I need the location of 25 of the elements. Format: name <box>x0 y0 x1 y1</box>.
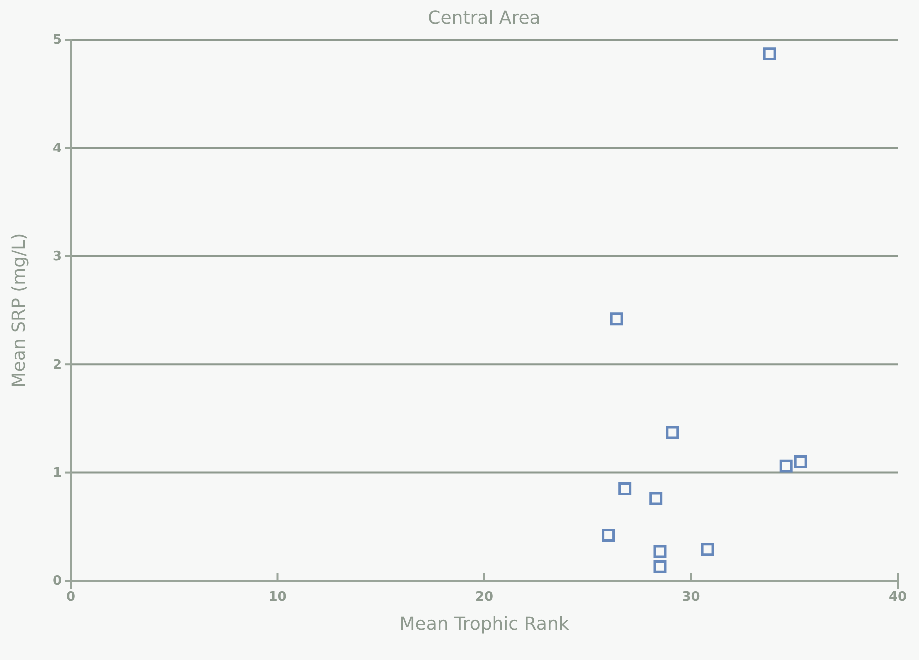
x-tick-label: 20 <box>475 590 494 606</box>
y-tick-label: 1 <box>52 466 62 481</box>
point <box>654 560 667 574</box>
y-tick-label: 4 <box>52 141 62 156</box>
y-tick-label: 0 <box>52 574 62 590</box>
point <box>794 455 808 468</box>
point <box>618 482 632 496</box>
y-tick-label: 3 <box>52 250 62 265</box>
y-tick-label: 2 <box>52 358 62 373</box>
point <box>763 48 776 61</box>
chart-title: Central Area <box>428 8 541 29</box>
point <box>654 545 667 558</box>
point <box>602 529 616 542</box>
point <box>650 492 663 506</box>
point <box>701 543 714 556</box>
point <box>666 426 680 440</box>
x-tick-label: 0 <box>66 590 76 606</box>
point <box>780 460 793 473</box>
y-axis-title: Mean SRP (mg/L) <box>9 233 30 388</box>
y-tick-label: 5 <box>52 33 62 48</box>
x-tick-label: 10 <box>268 590 287 606</box>
x-tick-label: 40 <box>888 590 908 606</box>
x-tick-label: 30 <box>682 590 700 606</box>
point <box>610 312 624 326</box>
x-axis-title: Mean Trophic Rank <box>400 614 570 635</box>
